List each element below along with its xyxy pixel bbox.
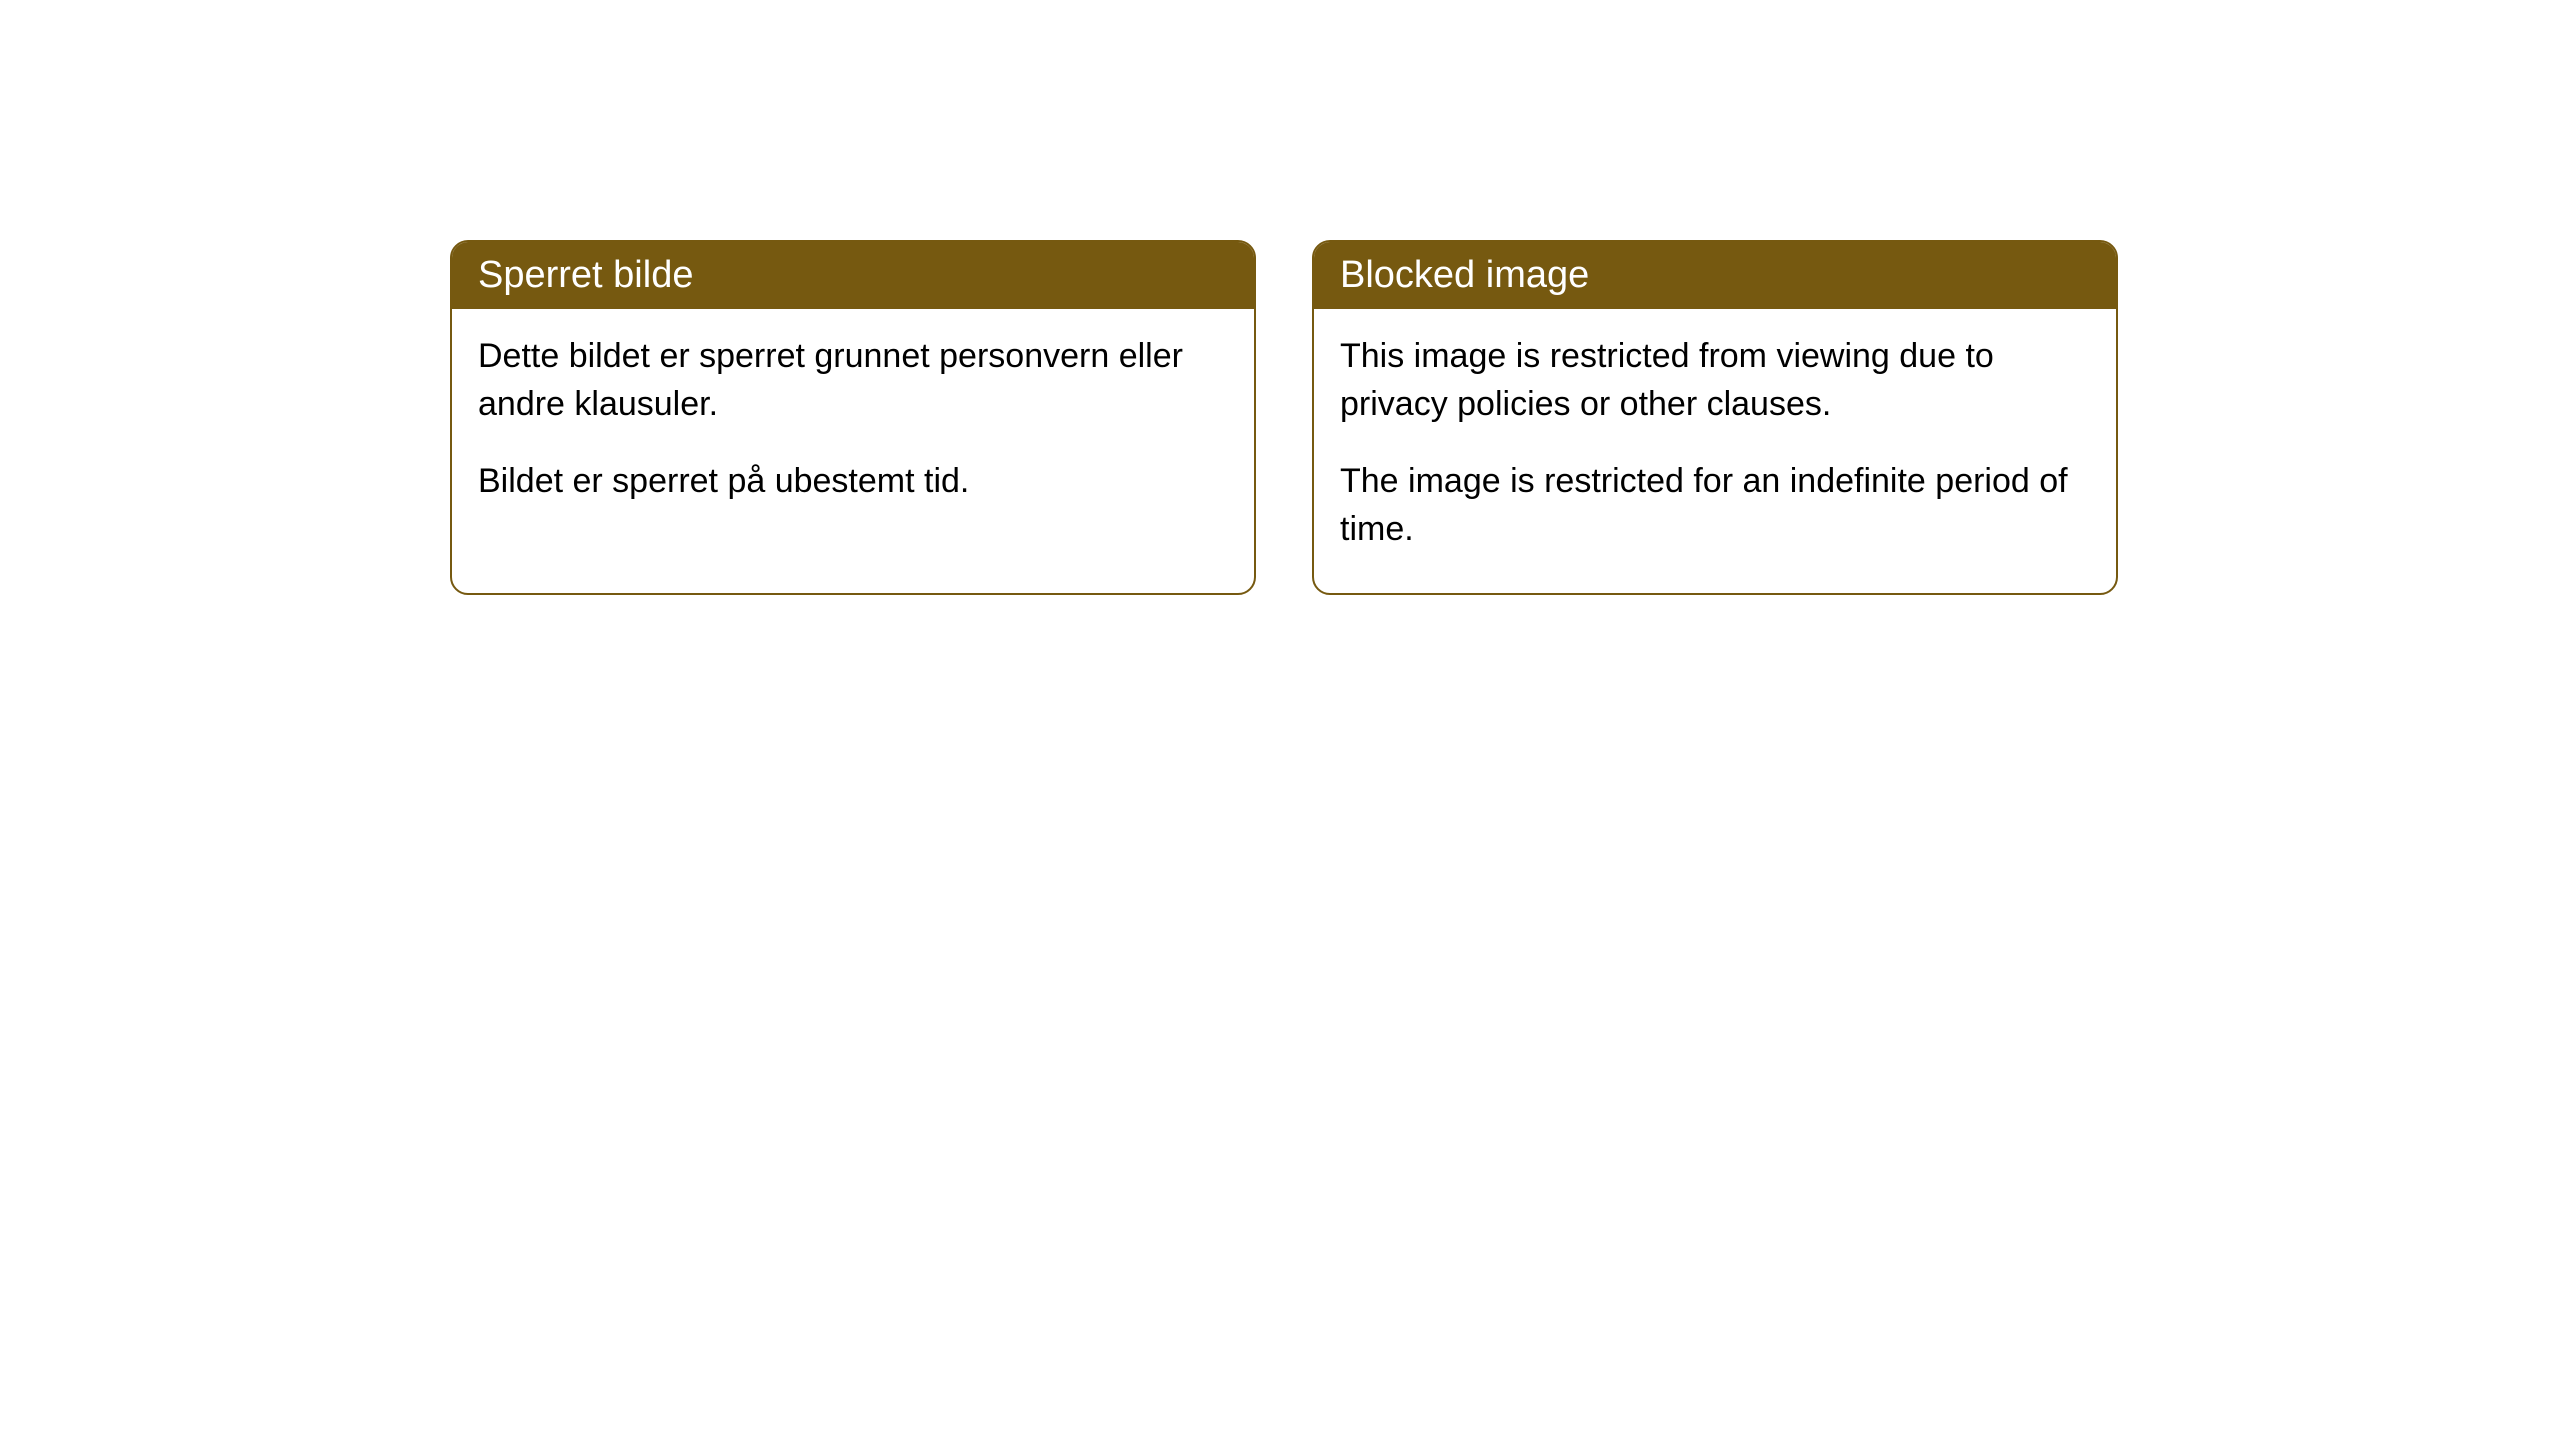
card-english: Blocked image This image is restricted f… — [1312, 240, 2118, 595]
card-norwegian: Sperret bilde Dette bildet er sperret gr… — [450, 240, 1256, 595]
card-header-norwegian: Sperret bilde — [452, 242, 1254, 309]
card-paragraph-2-norwegian: Bildet er sperret på ubestemt tid. — [478, 458, 1228, 506]
card-header-english: Blocked image — [1314, 242, 2116, 309]
card-body-norwegian: Dette bildet er sperret grunnet personve… — [452, 309, 1254, 546]
card-paragraph-2-english: The image is restricted for an indefinit… — [1340, 458, 2090, 553]
card-paragraph-1-norwegian: Dette bildet er sperret grunnet personve… — [478, 333, 1228, 428]
card-body-english: This image is restricted from viewing du… — [1314, 309, 2116, 593]
cards-container: Sperret bilde Dette bildet er sperret gr… — [450, 240, 2560, 595]
card-paragraph-1-english: This image is restricted from viewing du… — [1340, 333, 2090, 428]
